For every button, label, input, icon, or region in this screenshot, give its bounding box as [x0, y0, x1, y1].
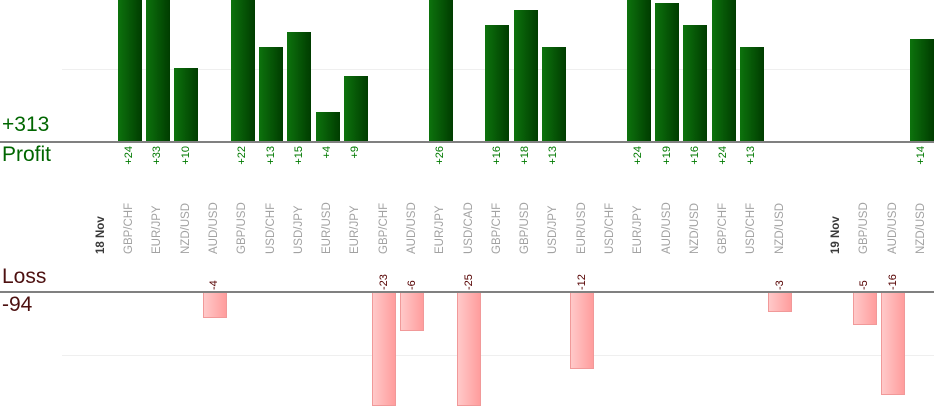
- loss-value-label: -23: [377, 274, 390, 290]
- category-label: USD/CHF: [264, 202, 277, 254]
- category-label: GBP/USD: [236, 202, 249, 254]
- category-label: GBP/CHF: [377, 202, 390, 254]
- loss-axis-label: Loss: [2, 265, 47, 288]
- loss-bar[interactable]: [570, 293, 595, 369]
- profit-value-label: +33: [151, 146, 164, 165]
- profit-bar[interactable]: [683, 25, 708, 141]
- loss-value-label: -6: [405, 280, 418, 290]
- profit-bar[interactable]: [626, 0, 651, 141]
- category-label: AUD/USD: [208, 202, 221, 254]
- category-label: USD/JPY: [547, 205, 560, 254]
- loss-value-label: -3: [773, 280, 786, 290]
- category-label: USD/CHF: [603, 202, 616, 254]
- profit-bar[interactable]: [655, 3, 679, 141]
- category-label: GBP/USD: [519, 202, 532, 254]
- profit-bar[interactable]: [513, 10, 538, 141]
- profit-baseline: [0, 141, 934, 143]
- category-label: EUR/USD: [321, 202, 334, 254]
- category-label: AUD/USD: [886, 202, 899, 254]
- profit-bar[interactable]: [485, 25, 510, 141]
- category-label: AUD/USD: [405, 202, 418, 254]
- loss-bar[interactable]: [372, 293, 397, 406]
- loss-bar[interactable]: [881, 293, 906, 395]
- profit-value-label: +9: [349, 146, 362, 159]
- loss-bar[interactable]: [400, 293, 425, 331]
- category-label: USD/JPY: [292, 205, 305, 254]
- loss-gridline: [62, 355, 934, 356]
- profit-value-label: +10: [179, 146, 192, 165]
- loss-value-label: -16: [886, 274, 899, 290]
- loss-baseline: [0, 291, 934, 293]
- loss-value-label: -12: [575, 274, 588, 290]
- profit-bar[interactable]: [428, 0, 453, 141]
- profit-value-label: +13: [547, 146, 560, 165]
- profit-value-label: +22: [236, 146, 249, 165]
- profit-bar[interactable]: [117, 0, 142, 141]
- profit-value-label: +19: [660, 146, 673, 165]
- profit-value-label: +16: [688, 146, 701, 165]
- category-label: NZD/USD: [179, 202, 192, 254]
- profit-bar[interactable]: [315, 112, 340, 141]
- profit-value-label: +24: [123, 146, 136, 165]
- profit-bar[interactable]: [259, 47, 284, 141]
- profit-bar[interactable]: [230, 0, 255, 141]
- loss-bar[interactable]: [457, 293, 482, 406]
- loss-bar[interactable]: [202, 293, 227, 318]
- profit-bar[interactable]: [343, 76, 368, 141]
- category-label: AUD/USD: [660, 202, 673, 254]
- loss-value-label: -5: [858, 280, 871, 290]
- loss-bar[interactable]: [768, 293, 793, 312]
- category-label: EUR/USD: [575, 202, 588, 254]
- profit-value-label: +24: [717, 146, 730, 165]
- category-label: USD/CAD: [462, 202, 475, 254]
- profit-value-label: +4: [321, 146, 334, 159]
- profit-bar[interactable]: [287, 32, 312, 141]
- category-label: GBP/CHF: [123, 202, 136, 254]
- profit-bar[interactable]: [909, 39, 934, 141]
- profit-axis-label: Profit: [2, 143, 52, 166]
- profit-value-label: +24: [632, 146, 645, 165]
- category-label: GBP/CHF: [490, 202, 503, 254]
- loss-bar[interactable]: [852, 293, 877, 325]
- profit-bar[interactable]: [174, 68, 199, 141]
- profit-value-label: +26: [434, 146, 447, 165]
- category-label: NZD/USD: [773, 202, 786, 254]
- loss-value-label: -25: [462, 274, 475, 290]
- category-label: GBP/CHF: [717, 202, 730, 254]
- category-label: USD/CHF: [745, 202, 758, 254]
- profit-value-label: +18: [519, 146, 532, 165]
- profit-bar[interactable]: [541, 47, 566, 141]
- category-label: EUR/JPY: [151, 205, 164, 254]
- category-label: EUR/JPY: [434, 205, 447, 254]
- category-label: NZD/USD: [688, 202, 701, 254]
- category-label: EUR/JPY: [632, 205, 645, 254]
- category-label: GBP/USD: [858, 202, 871, 254]
- loss-total-label: -94: [2, 293, 33, 316]
- date-label: 19 Nov: [830, 216, 843, 254]
- profit-value-label: +13: [264, 146, 277, 165]
- loss-value-label: -4: [208, 280, 221, 290]
- category-label: EUR/JPY: [349, 205, 362, 254]
- profit-value-label: +14: [915, 146, 928, 165]
- profit-value-label: +13: [745, 146, 758, 165]
- profit-bar[interactable]: [145, 0, 170, 141]
- date-label: 18 Nov: [94, 216, 107, 254]
- profit-bar[interactable]: [739, 47, 764, 141]
- profit-total-label: +313: [2, 113, 50, 136]
- profit-bar[interactable]: [711, 0, 736, 141]
- category-label: NZD/USD: [915, 202, 928, 254]
- profit-value-label: +16: [490, 146, 503, 165]
- profit-value-label: +15: [292, 146, 305, 165]
